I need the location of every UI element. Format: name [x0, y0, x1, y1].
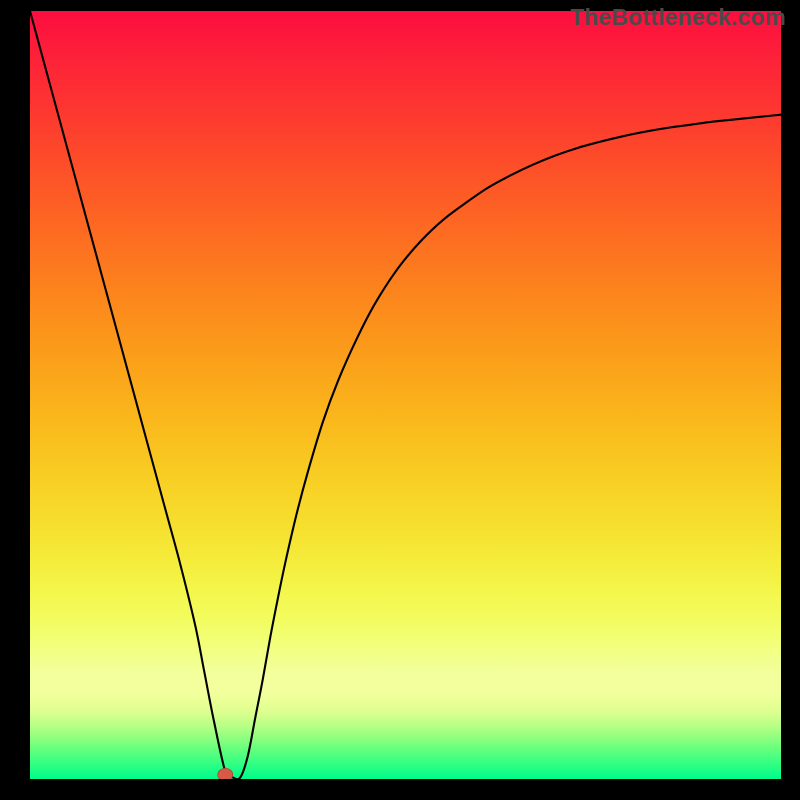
- gradient-background: [30, 11, 781, 779]
- optimal-point-marker: [218, 768, 233, 779]
- chart-frame: TheBottleneck.com: [0, 0, 800, 800]
- watermark-text: TheBottleneck.com: [570, 4, 786, 31]
- chart-svg: [30, 11, 781, 779]
